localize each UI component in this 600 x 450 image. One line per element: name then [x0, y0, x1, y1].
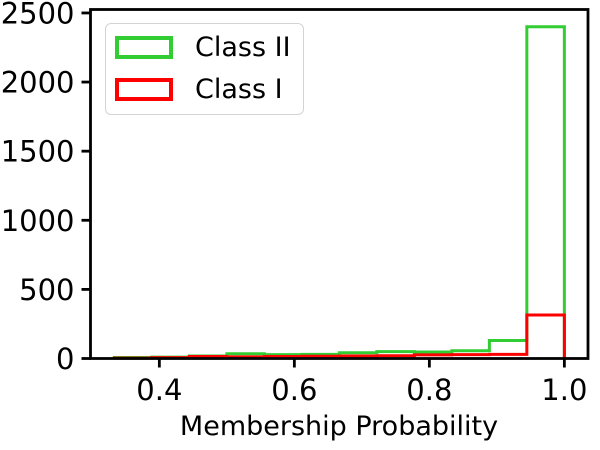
- x-tick-label: 0.8: [406, 373, 452, 407]
- legend-label-class-i: Class I: [195, 74, 283, 105]
- legend-label-class-ii: Class II: [195, 32, 291, 63]
- x-tick-label: 0.6: [271, 373, 317, 407]
- y-tick-label: 2500: [1, 0, 75, 30]
- x-tick-label: 0.4: [136, 373, 182, 407]
- x-tick-label: 1.0: [541, 373, 587, 407]
- y-tick-label: 0: [56, 342, 74, 376]
- x-axis-label: Membership Probability: [179, 411, 499, 442]
- legend-entry-class-i: Class I: [115, 74, 283, 105]
- class-ii-swatch-icon: [115, 36, 173, 59]
- y-tick-label: 1500: [1, 135, 75, 169]
- y-tick-label: 1000: [1, 204, 75, 238]
- y-tick-label: 500: [19, 273, 74, 307]
- y-tick-label: 2000: [1, 66, 75, 100]
- class-i-swatch-icon: [115, 78, 173, 101]
- legend-entry-class-ii: Class II: [115, 32, 291, 63]
- legend: Class II Class I: [105, 23, 304, 115]
- plot-spines: [89, 8, 590, 360]
